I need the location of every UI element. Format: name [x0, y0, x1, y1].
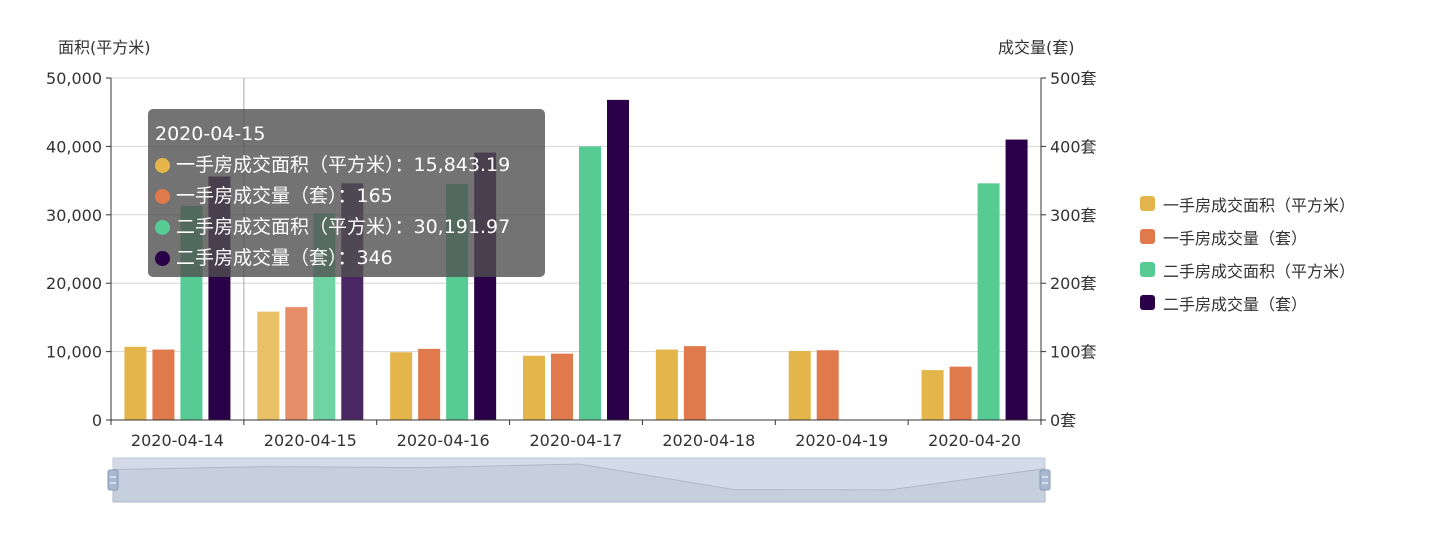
legend-label: 二手房成交量（套） — [1163, 294, 1308, 314]
tooltip-series-dot — [155, 251, 170, 266]
tooltip: 2020-04-15 一手房成交面积（平方米）：15,843.19 一手房成交量… — [148, 109, 545, 277]
right-tick-label: 100套 — [1050, 343, 1097, 362]
bars — [124, 99, 1028, 420]
left-tick-label: 30,000 — [46, 206, 102, 225]
data-zoom-slider[interactable] — [107, 457, 1051, 503]
bar — [1005, 139, 1028, 420]
legend-item[interactable]: 一手房成交量（套） — [1140, 220, 1355, 253]
x-tick-label: 2020-04-18 — [662, 431, 755, 450]
legend-swatch — [1140, 196, 1155, 211]
bar — [683, 346, 706, 420]
tooltip-row: 二手房成交面积（平方米）：30,191.97 — [155, 212, 538, 243]
data-zoom-handle[interactable] — [1039, 469, 1051, 491]
bar — [551, 353, 573, 420]
legend: 一手房成交面积（平方米） 一手房成交量（套） 二手房成交面积（平方米） 二手房成… — [1140, 187, 1355, 319]
left-tick-label: 50,000 — [46, 69, 102, 88]
tooltip-row-label: 一手房成交量（套）：165 — [176, 185, 393, 207]
bar — [523, 355, 545, 420]
tooltip-row: 一手房成交面积（平方米）：15,843.19 — [155, 150, 538, 181]
bar — [607, 99, 629, 420]
legend-swatch — [1140, 295, 1155, 310]
data-zoom-handle[interactable] — [107, 469, 119, 491]
bar — [418, 348, 441, 420]
left-tick-label: 20,000 — [46, 274, 102, 293]
bar — [949, 366, 972, 420]
x-tick-label: 2020-04-14 — [131, 431, 224, 450]
tooltip-series-dot — [155, 189, 170, 204]
legend-swatch — [1140, 229, 1155, 244]
left-axis-title: 面积(平方米) — [58, 38, 151, 57]
right-tick-label: 300套 — [1050, 206, 1097, 225]
legend-label: 二手房成交面积（平方米） — [1163, 261, 1356, 281]
axes: 0 0套 10,000 100套 20,000 200套 30,000 300套 40,000 4… — [46, 69, 1097, 450]
tooltip-row: 一手房成交量（套）：165 — [155, 181, 538, 212]
bar — [285, 307, 308, 420]
bar — [788, 350, 811, 420]
right-tick-label: 200套 — [1050, 274, 1097, 293]
bar — [124, 346, 147, 420]
tooltip-series-dot — [155, 220, 170, 235]
x-tick-label: 2020-04-20 — [928, 431, 1021, 450]
bar — [655, 349, 678, 420]
right-tick-label: 0套 — [1050, 411, 1076, 430]
tooltip-row: 二手房成交量（套）：346 — [155, 243, 538, 274]
legend-label: 一手房成交量（套） — [1163, 228, 1308, 248]
bar — [921, 370, 944, 420]
left-tick-label: 10,000 — [46, 343, 102, 362]
bar — [390, 352, 413, 420]
x-tick-label: 2020-04-16 — [397, 431, 490, 450]
bar — [977, 183, 1000, 420]
legend-item[interactable]: 一手房成交面积（平方米） — [1140, 187, 1355, 220]
x-tick-label: 2020-04-19 — [795, 431, 888, 450]
right-tick-label: 400套 — [1050, 137, 1097, 156]
x-tick-label: 2020-04-15 — [264, 431, 357, 450]
right-tick-label: 500套 — [1050, 69, 1097, 88]
bar — [579, 146, 601, 420]
tooltip-row-label: 一手房成交面积（平方米）：15,843.19 — [176, 154, 511, 176]
legend-label: 一手房成交面积（平方米） — [1163, 195, 1356, 215]
tooltip-row-label: 二手房成交量（套）：346 — [176, 247, 393, 269]
left-tick-label: 40,000 — [46, 137, 102, 156]
bar — [257, 311, 280, 420]
left-tick-label: 0 — [92, 411, 102, 430]
tooltip-row-label: 二手房成交面积（平方米）：30,191.97 — [176, 216, 511, 238]
bar — [816, 350, 839, 420]
tooltip-series-dot — [155, 158, 170, 173]
legend-item[interactable]: 二手房成交量（套） — [1140, 286, 1355, 319]
legend-item[interactable]: 二手房成交面积（平方米） — [1140, 253, 1355, 286]
legend-swatch — [1140, 262, 1155, 277]
tooltip-title: 2020-04-15 — [155, 123, 266, 145]
right-axis-title: 成交量(套) — [998, 38, 1075, 57]
x-tick-label: 2020-04-17 — [530, 431, 623, 450]
bar — [152, 349, 175, 420]
